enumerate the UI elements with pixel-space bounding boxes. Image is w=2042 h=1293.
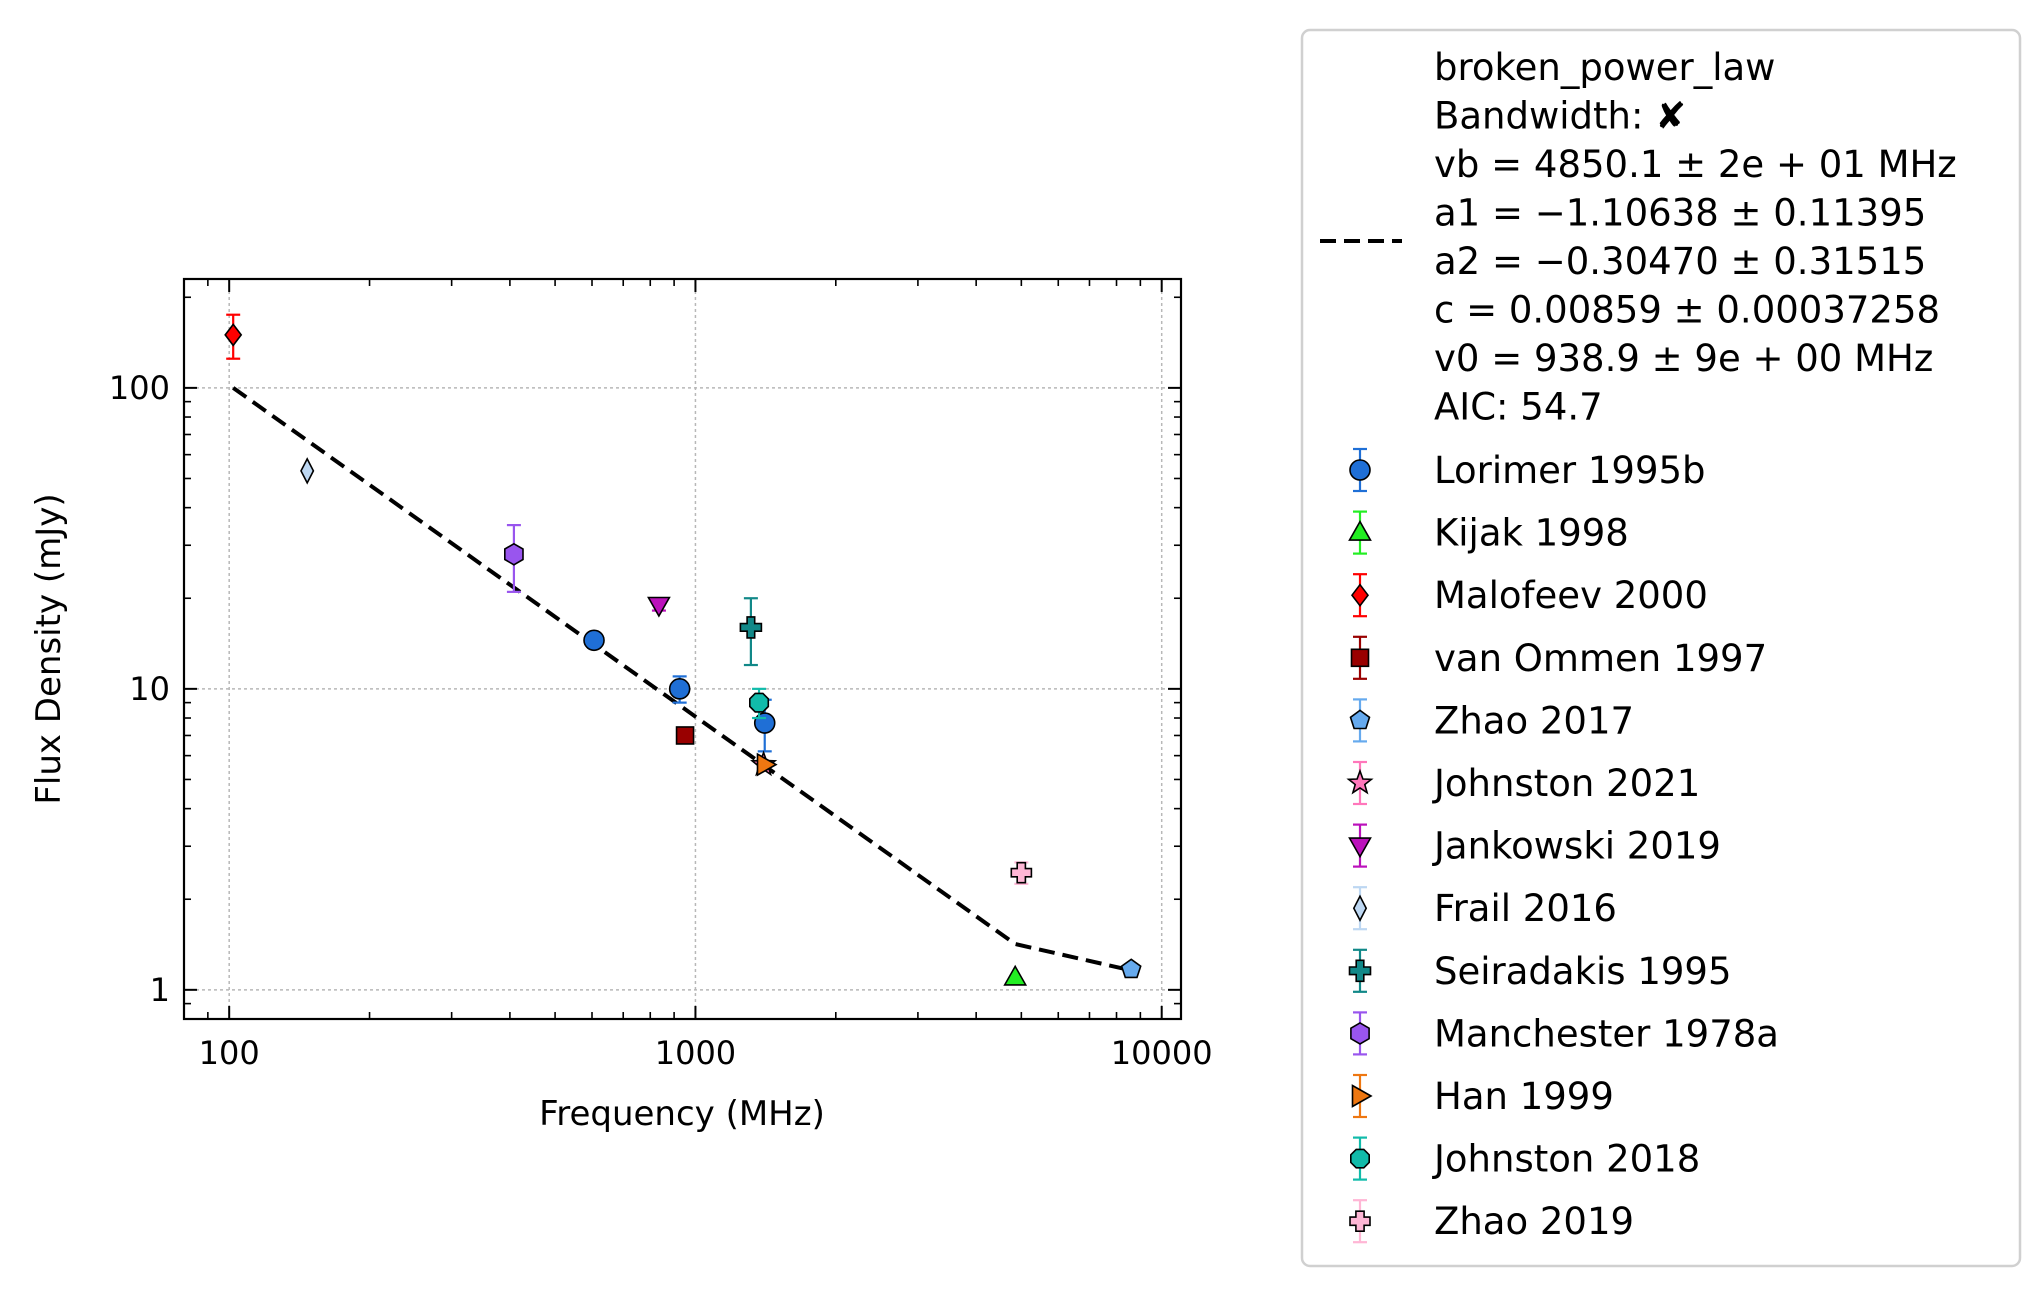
legend-fit-line: v0 = 938.9 ± 9e + 00 MHz	[1434, 337, 1933, 380]
legend-fit-line: a1 = −1.10638 ± 0.11395	[1434, 192, 1926, 235]
series-zhao-2019	[1010, 861, 1033, 885]
legend-entry-van-ommen-1997: van Ommen 1997	[1350, 635, 1767, 680]
data-point-marker	[748, 692, 770, 713]
legend-fit-line: Bandwidth: ✘	[1434, 95, 1686, 138]
series-seiradakis-1995	[739, 597, 763, 667]
legend-entry-johnston-2018: Johnston 2018	[1350, 1136, 1700, 1181]
data-point-marker	[739, 616, 763, 639]
legend-label: Kijak 1998	[1434, 512, 1629, 555]
legend-entry-han-1999: Han 1999	[1351, 1073, 1614, 1119]
legend-label: Johnston 2021	[1432, 762, 1700, 805]
legend-fit-line: c = 0.00859 ± 0.00037258	[1434, 289, 1940, 332]
fit-line-broken-power-law	[232, 386, 1127, 972]
legend-label: Seiradakis 1995	[1434, 950, 1731, 993]
x-tick-label: 100	[199, 1034, 260, 1072]
y-tick-label: 10	[129, 670, 170, 708]
legend-label: Han 1999	[1434, 1075, 1614, 1118]
series-zhao-2017	[1120, 958, 1142, 979]
x-tick-label: 1000	[655, 1034, 736, 1072]
data-point-marker	[503, 542, 524, 566]
legend-label: Manchester 1978a	[1434, 1012, 1779, 1055]
legend-marker	[1348, 959, 1372, 983]
data-point-marker	[224, 323, 243, 347]
legend-marker	[1348, 519, 1372, 541]
data-point-marker	[1010, 861, 1033, 884]
legend-entry-frail-2016: Frail 2016	[1352, 886, 1617, 931]
legend-entry-johnston-2021: Johnston 2021	[1346, 760, 1700, 806]
legend-entry-malofeev-2000: Malofeev 2000	[1350, 573, 1708, 618]
series-johnston-2018	[748, 687, 770, 720]
legend-entry-zhao-2019: Zhao 2019	[1349, 1199, 1634, 1244]
legend-marker	[1351, 1084, 1373, 1108]
data-points	[224, 313, 1142, 986]
y-tick-label: 100	[109, 369, 170, 407]
legend-fit-line: a2 = −0.30470 ± 0.31515	[1434, 240, 1926, 283]
legend-entries: Lorimer 1995b Kijak 1998 Malofeev 2000 van …	[1346, 447, 1779, 1244]
legend-label: Lorimer 1995b	[1434, 449, 1706, 492]
legend-entry-lorimer-1995b: Lorimer 1995b	[1349, 447, 1706, 493]
legend-marker	[1348, 837, 1372, 859]
data-point-marker	[675, 726, 695, 745]
legend-entry-seiradakis-1995: Seiradakis 1995	[1348, 948, 1731, 993]
legend-label: Zhao 2019	[1434, 1200, 1634, 1243]
data-point-marker	[753, 712, 776, 734]
legend-entry-zhao-2017: Zhao 2017	[1349, 698, 1634, 743]
series-van-ommen-1997	[675, 726, 695, 745]
data-point-marker	[1120, 958, 1142, 979]
legend-entry-jankowski-2019: Jankowski 2019	[1348, 823, 1721, 868]
legend-marker	[1349, 1210, 1371, 1232]
legend-marker	[1350, 583, 1370, 608]
legend-label: Malofeev 2000	[1434, 574, 1708, 617]
x-axis-title: Frequency (MHz)	[539, 1094, 825, 1134]
legend-label: Frail 2016	[1434, 887, 1617, 930]
legend-entry-kijak-1998: Kijak 1998	[1348, 510, 1629, 555]
series-han-1999	[756, 752, 778, 777]
legend: broken_power_law Bandwidth: ✘ vb = 4850.1 …	[1300, 28, 2022, 1268]
legend-fit-line: vb = 4850.1 ± 2e + 01 MHz	[1434, 143, 1957, 186]
data-point-marker	[647, 596, 671, 618]
legend-fit-line: broken_power_law	[1434, 46, 1775, 89]
legend-marker	[1349, 459, 1371, 481]
legend-marker	[1350, 648, 1370, 668]
legend-marker	[1346, 768, 1374, 795]
legend-marker	[1352, 894, 1368, 922]
legend-label: van Ommen 1997	[1434, 637, 1767, 680]
data-point-marker	[1003, 964, 1028, 986]
major-ticks	[184, 279, 1181, 1019]
series-frail-2016	[300, 457, 315, 485]
y-axis-title: Flux Density (mJy)	[29, 493, 69, 804]
legend-frame	[1300, 28, 2022, 1268]
data-point-marker	[668, 678, 691, 700]
y-tick-label: 1	[150, 971, 170, 1009]
legend-label: Jankowski 2019	[1432, 825, 1721, 868]
legend-fit-line: AIC: 54.7	[1434, 386, 1603, 429]
y-tick-labels: 1 10 100	[109, 369, 170, 1009]
legend-entry-manchester-1978a: Manchester 1978a	[1350, 1011, 1779, 1056]
series-manchester-1978a	[503, 523, 524, 593]
series-malofeev-2000	[224, 313, 243, 360]
data-point-marker	[756, 752, 778, 777]
series-kijak-1998	[1003, 964, 1028, 986]
minor-ticks	[184, 279, 1181, 1019]
plot-frame	[182, 277, 1183, 1021]
legend-marker	[1350, 1021, 1370, 1045]
legend-fit-text: broken_power_law Bandwidth: ✘ vb = 4850.1 …	[1434, 46, 1957, 429]
x-tick-labels: 100 1000 10000	[199, 1034, 1213, 1072]
legend-marker	[1350, 1148, 1370, 1169]
data-point-marker	[300, 457, 315, 485]
legend-label: Johnston 2018	[1432, 1138, 1700, 1181]
series-lorimer-1995b	[583, 629, 776, 753]
data-point-marker	[583, 629, 605, 652]
series-jankowski-2019	[647, 596, 671, 618]
legend-marker	[1349, 709, 1371, 730]
x-tick-label: 10000	[1111, 1034, 1213, 1072]
legend-label: Zhao 2017	[1434, 699, 1634, 742]
